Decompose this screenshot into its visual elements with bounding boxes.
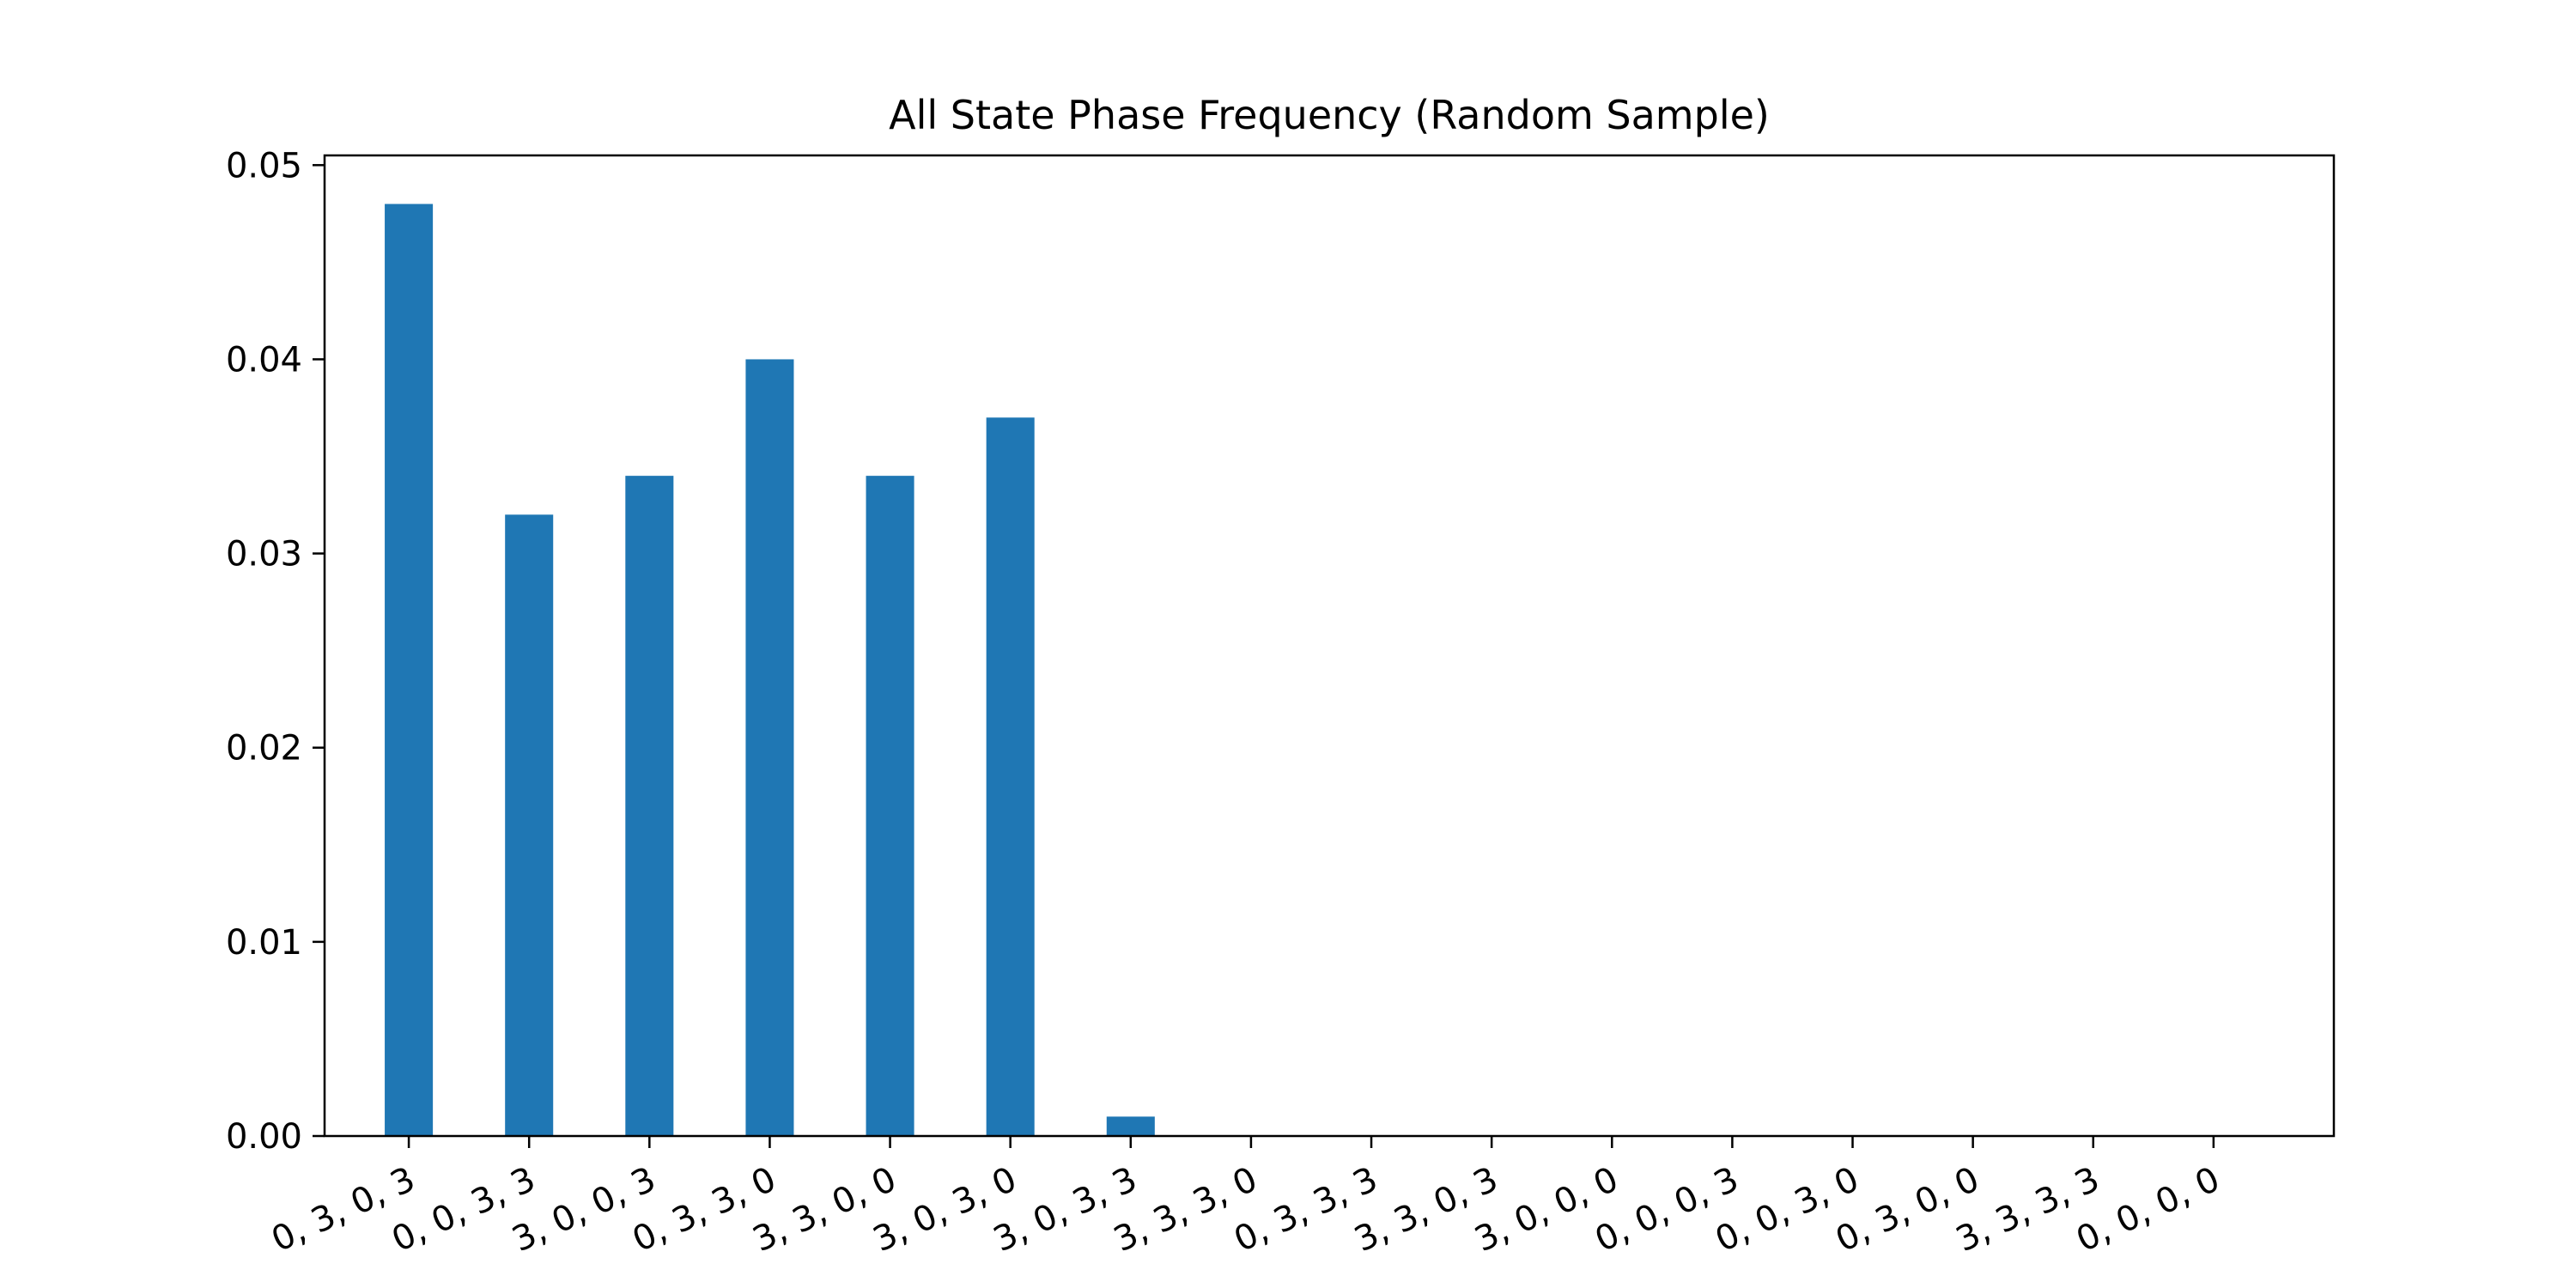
bar xyxy=(625,476,674,1136)
bar xyxy=(866,476,914,1136)
bars-layer xyxy=(385,204,1155,1137)
y-tick-label: 0.02 xyxy=(226,729,302,769)
y-tick-label: 0.00 xyxy=(226,1117,302,1157)
x-axis: 0, 3, 0, 30, 0, 3, 33, 0, 0, 30, 3, 3, 0… xyxy=(265,1136,2226,1260)
y-tick-label: 0.05 xyxy=(226,146,302,185)
chart-title: All State Phase Frequency (Random Sample… xyxy=(889,92,1770,138)
bar xyxy=(385,204,434,1136)
bar xyxy=(745,359,794,1136)
y-tick-label: 0.01 xyxy=(226,923,302,963)
bar xyxy=(505,514,554,1136)
y-tick-label: 0.04 xyxy=(226,340,302,380)
bar xyxy=(1106,1116,1155,1136)
bar xyxy=(986,417,1035,1137)
y-tick-label: 0.03 xyxy=(226,535,302,574)
y-axis: 0.00 0.01 0.02 0.03 0.04 0.05 xyxy=(226,146,325,1157)
plot-frame xyxy=(323,154,2336,1138)
